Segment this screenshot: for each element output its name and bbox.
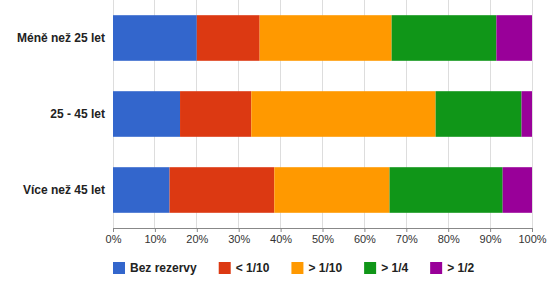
tick-mark: [406, 228, 407, 232]
tick-mark: [113, 228, 114, 232]
tick-label: 70%: [396, 233, 418, 245]
legend-label: > 1/2: [447, 261, 474, 275]
category-label: Více než 45 let: [23, 183, 105, 197]
bar-segment: [496, 15, 532, 61]
category-label: 25 - 45 let: [50, 107, 105, 121]
bar-segment: [197, 15, 260, 61]
tick: 100%: [518, 228, 546, 245]
bar-segment: [390, 167, 503, 213]
tick-label: 50%: [312, 233, 334, 245]
tick: 30%: [228, 228, 250, 245]
legend-label: > 1/4: [381, 261, 408, 275]
tick-mark: [155, 228, 156, 232]
tick-label: 100%: [518, 233, 546, 245]
tick-mark: [448, 228, 449, 232]
bar-segment: [503, 167, 532, 213]
bar-segment: [113, 91, 180, 137]
bar-segment: [251, 91, 435, 137]
tick-label: 80%: [438, 233, 460, 245]
legend-swatch: [364, 262, 376, 274]
category-label: Méně než 25 let: [17, 31, 105, 45]
bar-segment: [274, 167, 389, 213]
legend-swatch: [430, 262, 442, 274]
category-tick: Více než 45 let: [23, 183, 105, 197]
y-axis: Méně než 25 let 25 - 45 let Více než 45 le…: [17, 31, 105, 197]
tick: 0%: [106, 228, 122, 245]
legend-item: > 1/2: [430, 261, 474, 275]
chart-svg: 0% 10% 20% 30% 40% 50% 60% 70% 80% 90% 100% Méně ne…: [0, 0, 552, 284]
tick-mark: [490, 228, 491, 232]
grid: [113, 0, 532, 228]
plot-area: 0% 10% 20% 30% 40% 50% 60% 70% 80% 90% 100% Méně ne…: [17, 0, 547, 245]
bar-segment: [180, 91, 251, 137]
tick: 60%: [354, 228, 376, 245]
bar-segment: [392, 15, 497, 61]
tick-mark: [239, 228, 240, 232]
legend-label: < 1/10: [236, 261, 270, 275]
legend-swatch: [219, 262, 231, 274]
category-tick: 25 - 45 let: [50, 107, 105, 121]
tick-label: 10%: [144, 233, 166, 245]
legend-item: > 1/10: [291, 261, 342, 275]
legend-item: Bez rezervy: [113, 261, 197, 275]
tick-mark: [281, 228, 282, 232]
legend: Bez rezervy < 1/10 > 1/10 > 1/4 > 1/2: [113, 261, 475, 275]
bar-segment: [113, 15, 197, 61]
tick-mark: [323, 228, 324, 232]
tick-mark: [197, 228, 198, 232]
bar-segment: [170, 167, 275, 213]
tick: 20%: [186, 228, 208, 245]
chart-container: 0% 10% 20% 30% 40% 50% 60% 70% 80% 90% 100% Méně ne…: [0, 0, 552, 284]
legend-swatch: [113, 262, 125, 274]
tick: 10%: [144, 228, 166, 245]
tick-label: 30%: [228, 233, 250, 245]
category-tick: Méně než 25 let: [17, 31, 105, 45]
tick-label: 0%: [106, 233, 122, 245]
tick-mark: [364, 228, 365, 232]
tick-label: 20%: [186, 233, 208, 245]
tick-mark: [532, 228, 533, 232]
legend-label: > 1/10: [308, 261, 342, 275]
legend-label: Bez rezervy: [130, 261, 197, 275]
bar-segment: [260, 15, 392, 61]
legend-swatch: [291, 262, 303, 274]
tick: 40%: [270, 228, 292, 245]
tick: 50%: [312, 228, 334, 245]
bar-segment: [436, 91, 522, 137]
legend-item: < 1/10: [219, 261, 270, 275]
tick-label: 40%: [270, 233, 292, 245]
tick: 70%: [396, 228, 418, 245]
bars: [113, 15, 532, 213]
tick-label: 60%: [354, 233, 376, 245]
tick: 90%: [480, 228, 502, 245]
tick-label: 90%: [480, 233, 502, 245]
legend-item: > 1/4: [364, 261, 408, 275]
bar-segment: [522, 91, 532, 137]
tick: 80%: [438, 228, 460, 245]
axis-line: [114, 229, 533, 233]
x-axis: 0% 10% 20% 30% 40% 50% 60% 70% 80% 90% 100%: [106, 228, 547, 245]
bar-segment: [113, 167, 170, 213]
